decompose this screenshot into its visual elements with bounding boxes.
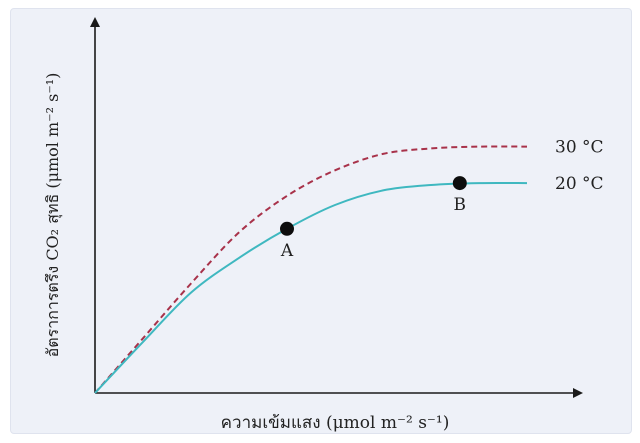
series-line-30c (94, 145, 528, 394)
series-label-30c: 30 °C (555, 138, 604, 158)
point-label-b: B (454, 195, 467, 215)
x-axis-title: ความเข้มแสง (μmol m⁻² s⁻¹) (221, 413, 450, 433)
y-axis-title: อัตราการตรึง CO₂ สุทธิ (μmol m⁻² s⁻¹) (43, 73, 63, 358)
point-marker-b (452, 176, 467, 191)
points-layer: AB (280, 176, 467, 261)
series-label-layer: 30 °C 20 °C (555, 138, 604, 195)
chart-panel (10, 8, 632, 434)
point-label-a: A (280, 241, 294, 261)
series-label-20c: 20 °C (555, 174, 604, 194)
point-marker-a (280, 221, 294, 236)
